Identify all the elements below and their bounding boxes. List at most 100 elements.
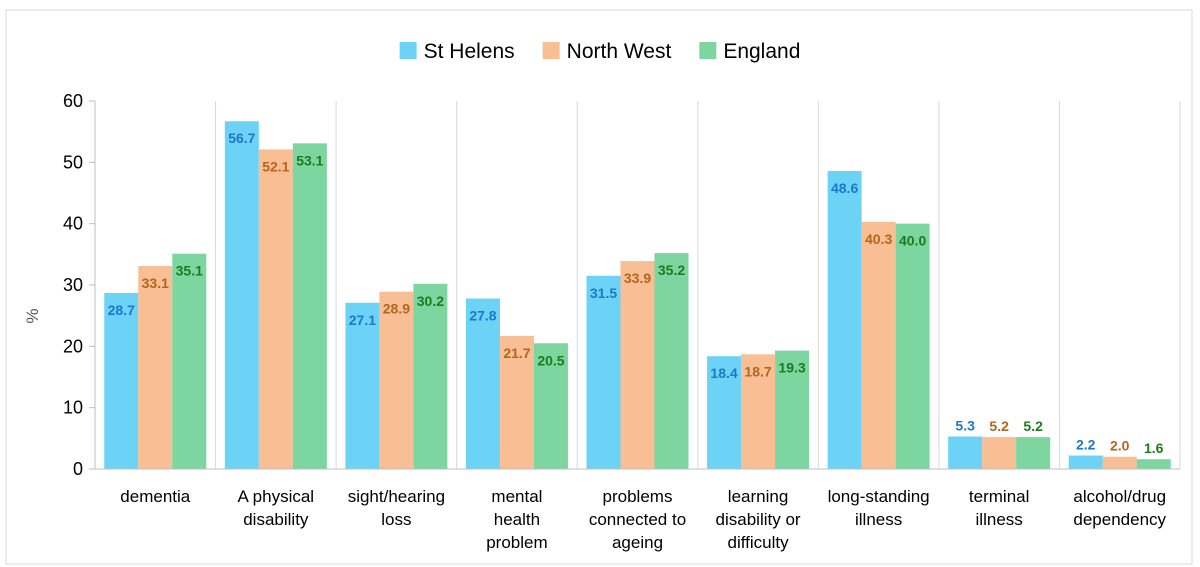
- data-label: 5.3: [955, 417, 975, 433]
- y-tick-label: 50: [63, 152, 83, 172]
- legend-swatch: [699, 42, 717, 59]
- x-tick-label-line: disability: [243, 510, 309, 529]
- y-tick-label: 0: [73, 459, 83, 479]
- x-tick-label-line: problem: [486, 533, 547, 552]
- data-label: 40.3: [865, 231, 892, 247]
- data-label: 31.5: [590, 285, 617, 301]
- bar: [172, 253, 207, 469]
- data-label: 18.7: [744, 363, 771, 379]
- data-label: 5.2: [1023, 418, 1043, 434]
- x-tick-label-line: long-standing: [828, 487, 930, 506]
- data-labels: 28.7 33.1 35.1 56.7 52.1 53.1 27.1 28.9 30.2 27.8…: [108, 130, 1164, 456]
- bar: [948, 436, 983, 469]
- bar: [982, 437, 1017, 469]
- bar: [292, 143, 327, 469]
- bar: [861, 221, 896, 469]
- y-tick-label: 10: [63, 398, 83, 418]
- x-tick-label-line: problems: [603, 487, 673, 506]
- bar: [707, 356, 742, 469]
- x-tick-label-line: learning: [728, 487, 789, 506]
- data-label: 20.5: [537, 352, 564, 368]
- bar: [224, 121, 259, 470]
- y-tick-label: 60: [63, 91, 83, 111]
- x-tick-label-line: loss: [381, 510, 411, 529]
- x-tick-label-line: disability or: [716, 510, 801, 529]
- bar: [499, 335, 534, 469]
- data-label: 1.6: [1144, 440, 1164, 456]
- data-label: 2.2: [1076, 437, 1096, 453]
- bar: [1016, 437, 1051, 469]
- data-label: 28.9: [383, 301, 410, 317]
- x-tick-label: terminal illness: [969, 487, 1029, 529]
- x-tick-label-line: dependency: [1073, 510, 1166, 529]
- bar: [1068, 455, 1103, 469]
- bar: [775, 350, 810, 469]
- data-label: 30.2: [417, 293, 444, 309]
- x-tick-label-line: ageing: [612, 533, 663, 552]
- legend-label: North West: [567, 40, 672, 63]
- x-tick-label-line: illness: [855, 510, 902, 529]
- legend-swatch: [399, 42, 417, 59]
- x-tick-label-line: sight/hearing: [348, 487, 445, 506]
- bar: [258, 149, 293, 469]
- data-label: 40.0: [899, 233, 926, 249]
- y-axis-label: %: [23, 308, 42, 323]
- bar: [533, 343, 568, 469]
- x-tick-label-line: terminal: [969, 487, 1029, 506]
- bar: [895, 223, 930, 469]
- bar: [827, 170, 862, 470]
- data-label: 27.1: [349, 312, 376, 328]
- x-tick-label-line: difficulty: [728, 533, 790, 552]
- data-label: 28.7: [108, 302, 135, 318]
- bar: [586, 275, 621, 469]
- x-tick-label-line: illness: [976, 510, 1023, 529]
- bar: [413, 283, 448, 469]
- legend-swatch: [542, 42, 560, 59]
- x-tick-label: mental health problem: [486, 487, 547, 552]
- legend-label: England: [723, 40, 800, 63]
- data-label: 19.3: [778, 360, 805, 376]
- x-tick-label: long-standing illness: [828, 487, 930, 529]
- bars: [104, 121, 1171, 470]
- axes: 0 10 20 30 40 50 60 dementia A physical disabilit…: [63, 91, 1180, 552]
- data-label: 33.9: [624, 270, 651, 286]
- y-tick-label: 40: [63, 214, 83, 234]
- y-tick-label: 20: [63, 336, 83, 356]
- bar: [1102, 456, 1137, 469]
- data-label: 18.4: [710, 365, 737, 381]
- x-tick-label-line: A physical: [238, 487, 315, 506]
- x-tick-label-line: mental: [491, 487, 542, 506]
- x-tick-label: learning disability or difficulty: [716, 487, 801, 552]
- data-label: 27.8: [469, 307, 496, 323]
- bar: [104, 292, 139, 469]
- legend: St Helens North West England: [399, 40, 800, 63]
- data-label: 5.2: [989, 418, 1009, 434]
- bar: [1136, 459, 1171, 469]
- data-label: 48.6: [831, 180, 858, 196]
- data-label: 53.1: [296, 152, 323, 168]
- bar: [741, 354, 776, 469]
- bar: [654, 253, 689, 469]
- x-tick-label: problems connected to ageing: [589, 487, 686, 552]
- x-tick-label-line: dementia: [120, 487, 190, 506]
- y-tick-label: 30: [63, 275, 83, 295]
- x-tick-label: A physical disability: [238, 487, 315, 529]
- bar: [465, 298, 500, 469]
- data-label: 33.1: [142, 275, 169, 291]
- x-tick-label-line: health: [494, 510, 540, 529]
- legend-label: St Helens: [424, 40, 515, 63]
- data-label: 21.7: [503, 345, 530, 361]
- data-label: 35.1: [176, 263, 203, 279]
- x-tick-label-line: alcohol/drug: [1073, 487, 1166, 506]
- bar: [379, 291, 414, 469]
- data-label: 35.2: [658, 262, 685, 278]
- data-label: 56.7: [228, 130, 255, 146]
- bar: [138, 265, 173, 469]
- x-tick-label: sight/hearing loss: [348, 487, 445, 529]
- x-tick-label: alcohol/drug dependency: [1073, 487, 1166, 529]
- data-label: 52.1: [262, 158, 289, 174]
- bar: [345, 302, 380, 469]
- bar: [620, 261, 655, 469]
